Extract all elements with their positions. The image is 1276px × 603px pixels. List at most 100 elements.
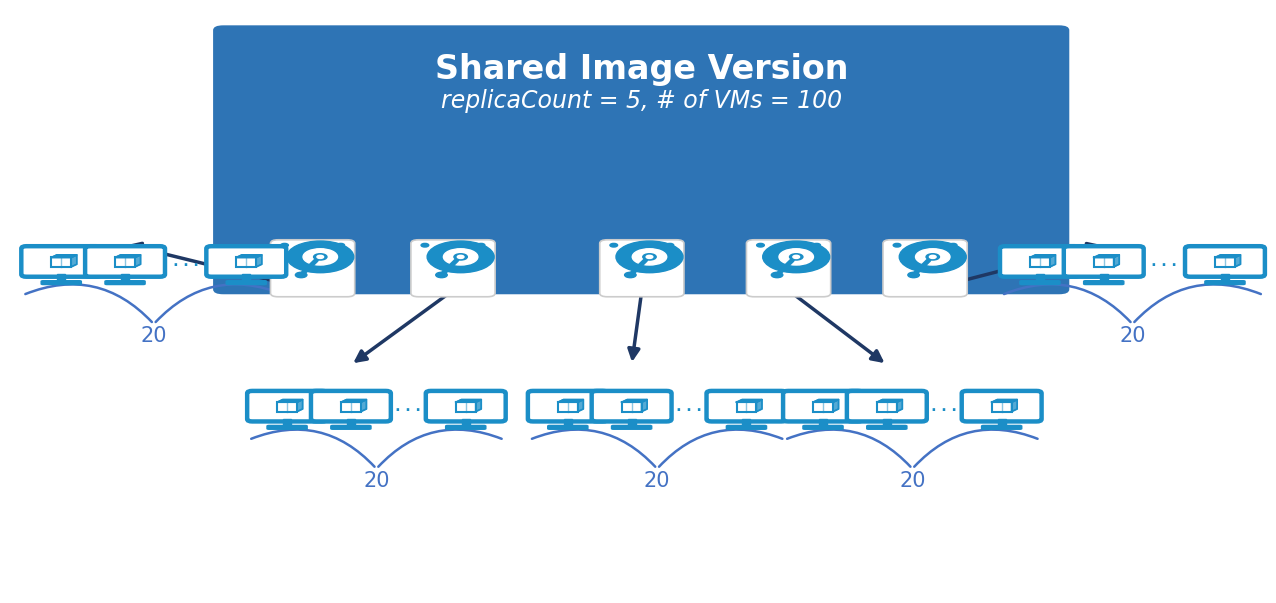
Text: 20: 20 [644,471,670,491]
Circle shape [477,244,485,247]
Circle shape [281,244,288,247]
Circle shape [421,244,429,247]
FancyBboxPatch shape [41,280,82,285]
Polygon shape [456,400,481,402]
FancyBboxPatch shape [746,240,831,297]
Circle shape [813,244,820,247]
FancyBboxPatch shape [866,425,907,430]
Circle shape [616,241,683,273]
Circle shape [929,255,937,259]
FancyBboxPatch shape [1094,257,1114,267]
Polygon shape [1215,255,1240,257]
Circle shape [316,255,324,259]
Polygon shape [1114,255,1119,267]
Text: . . . . . . .: . . . . . . . [153,255,218,270]
FancyBboxPatch shape [991,402,1012,412]
Bar [57,274,65,281]
Circle shape [900,241,966,273]
Polygon shape [256,255,262,267]
FancyBboxPatch shape [803,425,843,430]
Circle shape [337,244,345,247]
Polygon shape [877,400,902,402]
FancyBboxPatch shape [877,402,897,412]
FancyBboxPatch shape [1205,280,1245,285]
Bar [347,419,355,426]
FancyBboxPatch shape [277,402,297,412]
FancyBboxPatch shape [22,246,101,277]
Circle shape [427,241,494,273]
Bar [1221,274,1229,281]
FancyBboxPatch shape [411,240,495,297]
FancyBboxPatch shape [1030,257,1050,267]
FancyBboxPatch shape [1000,246,1079,277]
Bar [1100,274,1108,281]
FancyBboxPatch shape [883,240,967,297]
Circle shape [454,254,467,260]
Text: replicaCount = 5, # of VMs = 100: replicaCount = 5, # of VMs = 100 [441,89,842,113]
Circle shape [778,249,814,265]
Polygon shape [558,400,583,402]
Bar [743,419,750,426]
FancyBboxPatch shape [267,425,308,430]
Text: . . . . . . .: . . . . . . . [656,400,722,414]
FancyBboxPatch shape [311,391,390,421]
Polygon shape [71,255,77,267]
Polygon shape [1050,255,1055,267]
Circle shape [610,244,618,247]
Text: 20: 20 [1119,326,1146,346]
FancyBboxPatch shape [981,425,1022,430]
FancyBboxPatch shape [783,391,863,421]
Polygon shape [361,400,366,412]
Polygon shape [341,400,366,402]
Polygon shape [1030,255,1055,257]
FancyBboxPatch shape [558,402,578,412]
Bar [462,419,470,426]
Circle shape [435,273,448,277]
FancyBboxPatch shape [611,425,652,430]
Circle shape [646,255,653,259]
Circle shape [771,273,782,277]
Circle shape [457,255,464,259]
Text: 20: 20 [900,471,925,491]
Polygon shape [51,255,77,257]
Polygon shape [621,400,647,402]
Polygon shape [642,400,647,412]
Polygon shape [476,400,481,412]
FancyBboxPatch shape [547,425,588,430]
FancyBboxPatch shape [105,280,145,285]
Circle shape [763,241,829,273]
FancyBboxPatch shape [621,402,642,412]
Circle shape [666,244,674,247]
Circle shape [893,244,901,247]
FancyBboxPatch shape [115,257,135,267]
FancyBboxPatch shape [962,391,1041,421]
Circle shape [314,254,327,260]
FancyBboxPatch shape [236,257,256,267]
FancyBboxPatch shape [847,391,926,421]
FancyBboxPatch shape [1215,257,1235,267]
Polygon shape [277,400,302,402]
Polygon shape [297,400,302,412]
Polygon shape [1235,255,1240,267]
FancyBboxPatch shape [528,391,607,421]
Text: . . . . . . .: . . . . . . . [911,400,977,414]
Text: . . . . . . .: . . . . . . . [375,400,441,414]
Bar [283,419,291,426]
Circle shape [304,249,337,265]
Polygon shape [897,400,902,412]
Bar [819,419,827,426]
FancyBboxPatch shape [207,246,286,277]
Polygon shape [736,400,762,402]
Circle shape [643,254,656,260]
Circle shape [757,244,764,247]
Bar [1036,274,1044,281]
Polygon shape [991,400,1017,402]
Circle shape [792,255,800,259]
Bar [998,419,1005,426]
Text: Shared Image Version: Shared Image Version [435,53,849,86]
Polygon shape [1012,400,1017,412]
Circle shape [287,241,353,273]
Polygon shape [1094,255,1119,257]
Bar [564,419,572,426]
FancyBboxPatch shape [85,246,165,277]
